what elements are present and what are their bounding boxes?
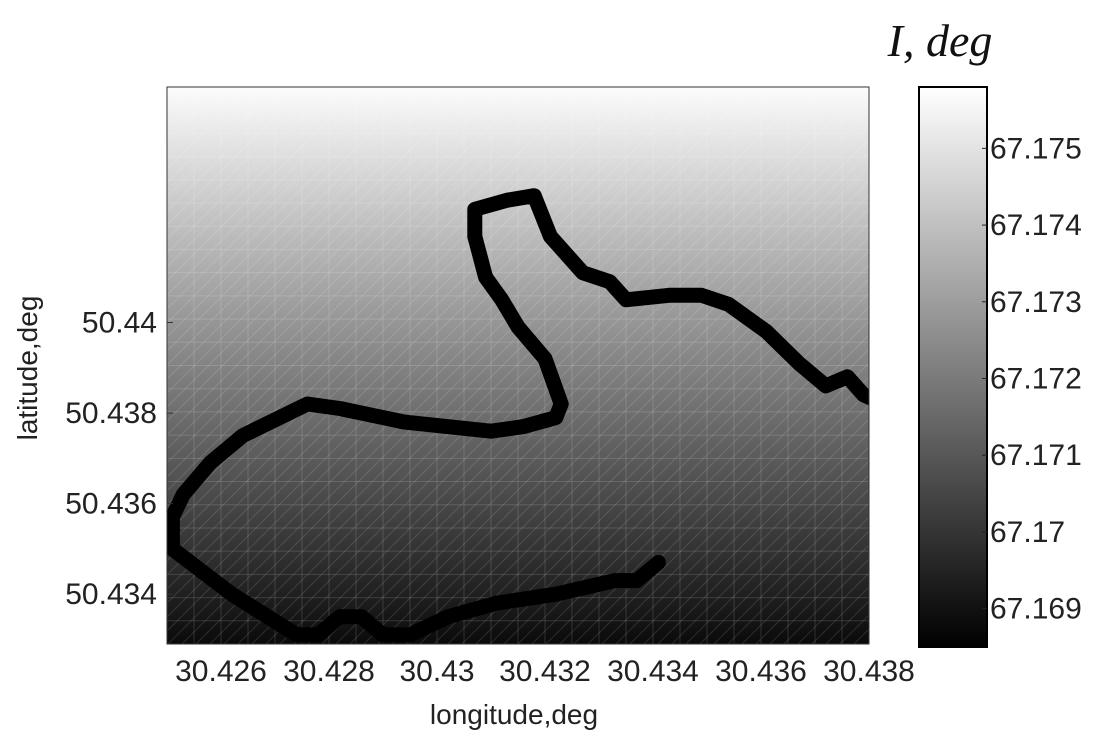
y-axis-ticks: 50.434 50.436 50.438 50.44: [65, 306, 173, 611]
x-axis-ticks: 30.426 30.428 30.43 30.432 30.434 30.436 30.43…: [175, 638, 915, 688]
y-tick-label: 50.44: [82, 306, 157, 339]
x-tick-label: 30.426: [175, 655, 267, 688]
plot-area: [167, 87, 869, 644]
track-line: [167, 188, 869, 643]
y-tick-label: 50.438: [65, 397, 157, 430]
grid-lines: [167, 87, 869, 644]
colorbar-tick-label: 67.169: [990, 593, 1082, 626]
x-tick-label: 30.434: [607, 655, 699, 688]
colorbar-tick-label: 67.171: [990, 439, 1082, 472]
y-tick-label: 50.434: [65, 578, 157, 611]
x-tick-label: 30.436: [715, 655, 807, 688]
colorbar-title: I, deg: [887, 15, 993, 66]
x-tick-label: 30.432: [499, 655, 591, 688]
colorbar-tick-label: 67.173: [990, 286, 1082, 319]
plot-frame: [166, 86, 870, 645]
colorbar-tick-label: 67.174: [990, 209, 1082, 242]
colorbar-tick-label: 67.17: [990, 516, 1065, 549]
colorbar: [918, 86, 988, 648]
x-tick-label: 30.428: [283, 655, 375, 688]
colorbar-tick-label: 67.172: [990, 363, 1082, 396]
x-tick-label: 30.43: [399, 655, 474, 688]
x-axis-label: longitude,deg: [430, 699, 598, 730]
y-axis-label: latitude,deg: [12, 296, 43, 441]
x-tick-label: 30.438: [823, 655, 915, 688]
colorbar-tick-label: 67.175: [990, 132, 1082, 165]
colorbar-ticks: 67.169 67.17 67.171 67.172 67.173 67.174 67.17…: [982, 132, 1082, 626]
y-tick-label: 50.436: [65, 488, 157, 521]
heatmap-texture: [167, 87, 869, 644]
